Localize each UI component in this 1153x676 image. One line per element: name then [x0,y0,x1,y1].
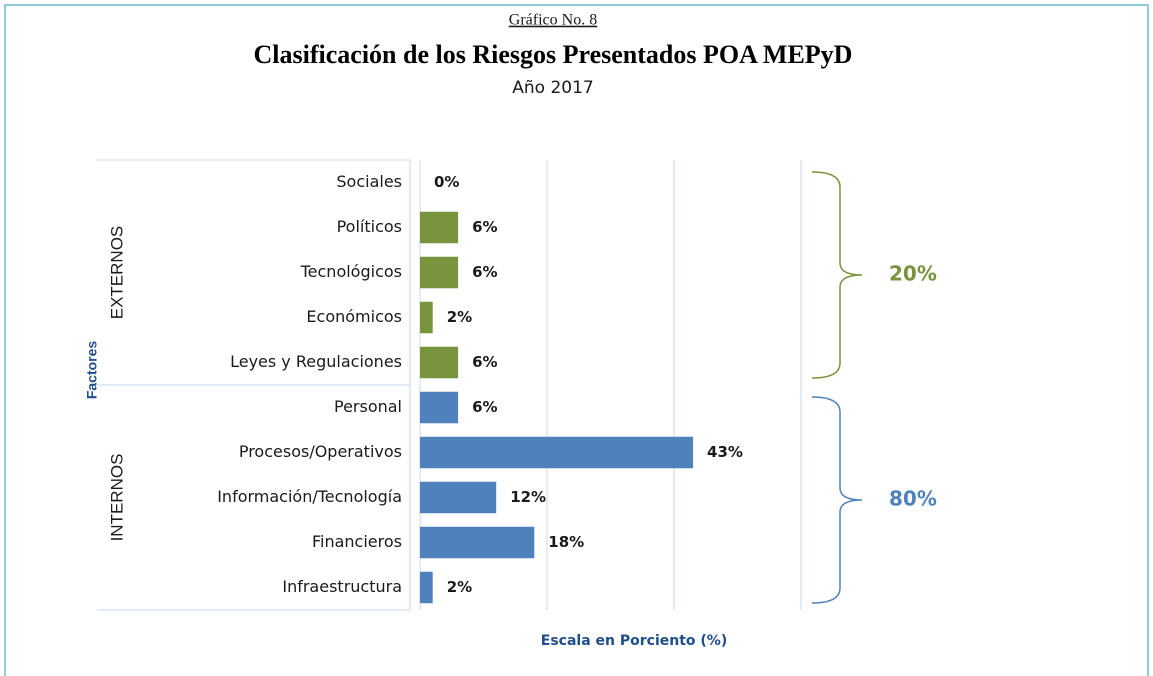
category-label: Económicos [306,307,402,326]
value-label: 6% [472,353,497,371]
value-label: 2% [447,308,472,326]
group-label: EXTERNOS [107,226,126,320]
group-total: 80% [889,487,937,511]
category-label: Información/Tecnología [217,487,402,506]
value-label: 6% [472,218,497,236]
group-total: 20% [889,262,937,286]
y-axis-label: Factores [84,341,100,400]
group-brace [811,171,863,379]
bar [420,436,694,469]
category-label: Procesos/Operativos [239,442,402,461]
value-label: 43% [707,443,743,461]
value-label: 0% [434,173,459,191]
category-label: Personal [334,397,402,416]
value-label: 18% [548,533,584,551]
super-title: Gráfico No. 8 [509,12,597,29]
category-label: Sociales [336,172,402,191]
bar [420,256,459,289]
value-label: 12% [510,488,546,506]
group-label: INTERNOS [107,454,126,542]
bar [420,526,535,559]
frame [4,4,1149,676]
category-label: Tecnológicos [300,262,402,281]
bar [420,481,497,514]
category-label: Infraestructura [282,577,402,596]
category-label: Políticos [337,217,402,236]
group-brace [811,396,863,604]
chart-title: Clasificación de los Riesgos Presentados… [254,40,853,69]
category-label: Leyes y Regulaciones [230,352,402,371]
chart-subtitle: Año 2017 [512,78,593,98]
value-label: 2% [447,578,472,596]
category-label: Financieros [312,532,402,551]
bar [420,346,459,379]
value-label: 6% [472,398,497,416]
bar [420,571,433,604]
value-label: 6% [472,263,497,281]
bar [420,211,459,244]
bar [420,391,459,424]
bar [420,301,433,334]
x-axis-label: Escala en Porciento (%) [541,633,727,649]
